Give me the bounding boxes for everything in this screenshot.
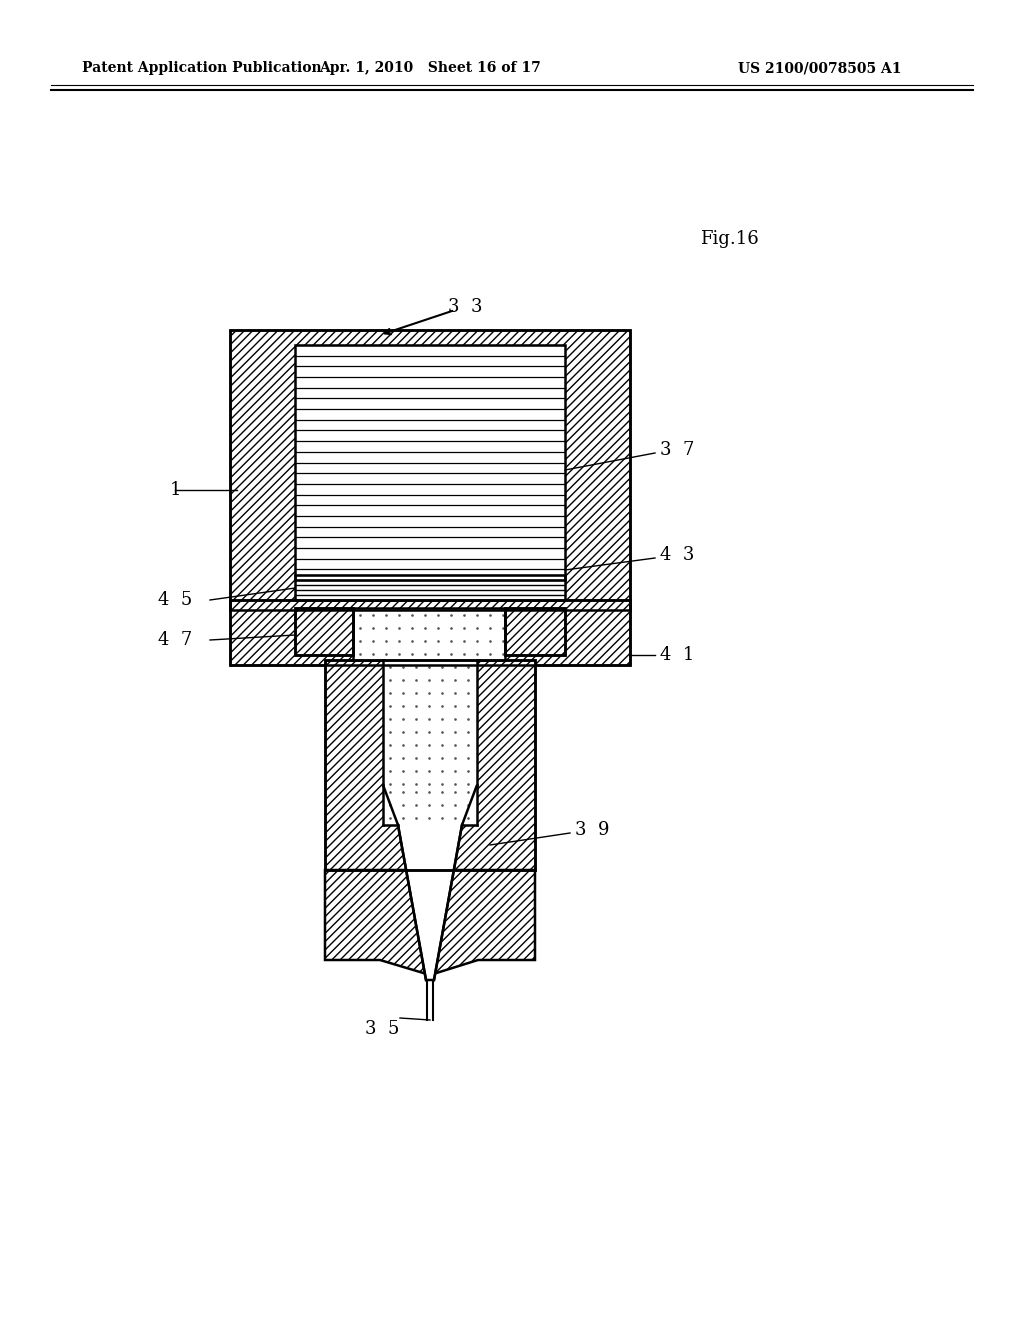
Bar bbox=[353, 609, 505, 660]
Bar bbox=[325, 660, 535, 870]
Bar bbox=[295, 609, 353, 655]
Bar bbox=[295, 609, 353, 655]
Bar bbox=[230, 601, 630, 665]
Text: 4  5: 4 5 bbox=[158, 591, 193, 609]
Text: US 2100/0078505 A1: US 2100/0078505 A1 bbox=[738, 61, 902, 75]
Bar bbox=[295, 345, 565, 579]
Text: Fig.16: Fig.16 bbox=[700, 230, 759, 248]
Bar bbox=[230, 330, 630, 610]
Text: 4  7: 4 7 bbox=[158, 631, 193, 649]
Bar bbox=[230, 601, 630, 665]
Bar bbox=[230, 330, 630, 610]
Text: 3  5: 3 5 bbox=[365, 1020, 399, 1038]
Bar bbox=[295, 576, 565, 601]
Bar bbox=[295, 576, 565, 601]
Text: 3  9: 3 9 bbox=[575, 821, 609, 840]
Text: Apr. 1, 2010   Sheet 16 of 17: Apr. 1, 2010 Sheet 16 of 17 bbox=[319, 61, 541, 75]
Text: 4  1: 4 1 bbox=[660, 645, 694, 664]
Bar bbox=[353, 609, 505, 660]
Polygon shape bbox=[383, 785, 477, 979]
Text: 3  3: 3 3 bbox=[447, 298, 482, 315]
Text: 3  7: 3 7 bbox=[660, 441, 694, 459]
Polygon shape bbox=[325, 870, 535, 975]
Bar bbox=[383, 660, 477, 785]
Bar bbox=[505, 609, 565, 655]
Bar bbox=[325, 660, 535, 870]
Bar bbox=[505, 609, 565, 655]
Text: 4  3: 4 3 bbox=[660, 546, 694, 564]
Bar bbox=[295, 345, 565, 579]
Text: Patent Application Publication: Patent Application Publication bbox=[82, 61, 322, 75]
Text: 1: 1 bbox=[169, 480, 181, 499]
